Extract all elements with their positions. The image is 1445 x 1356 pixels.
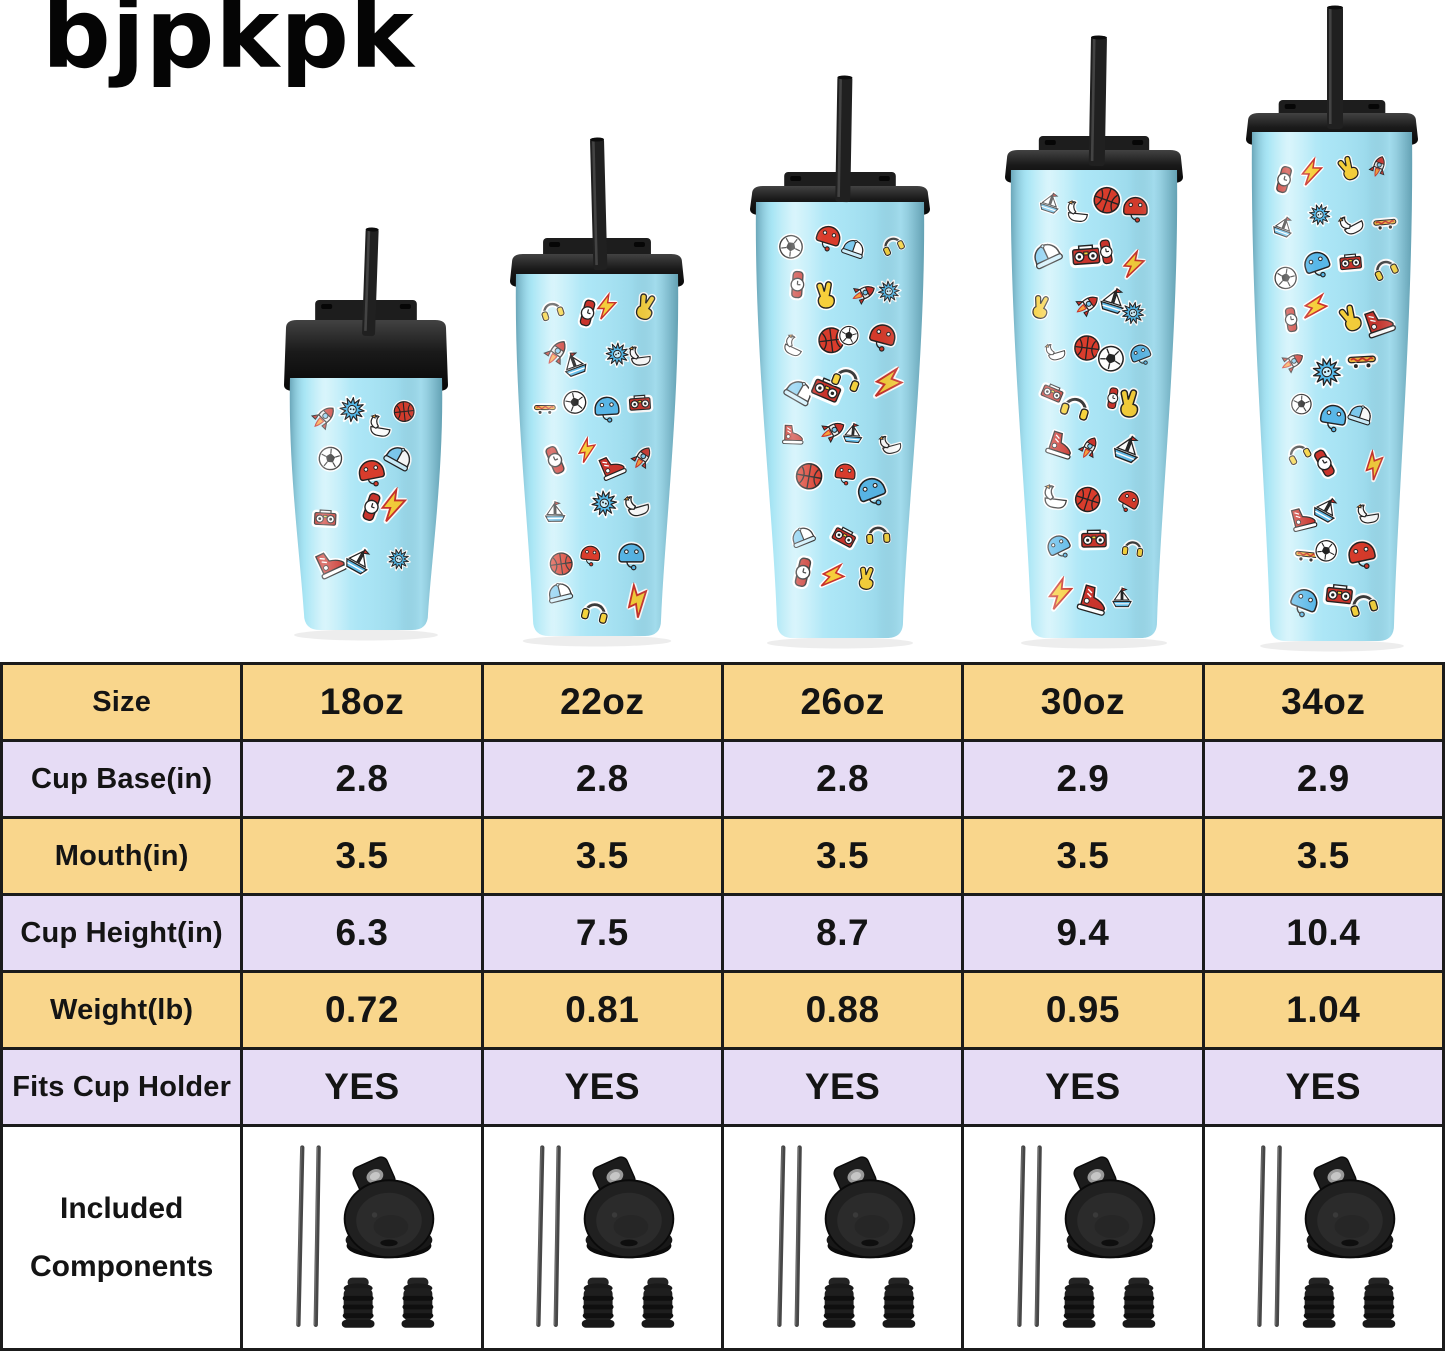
row-label-cup-height-in: Cup Height(in): [0, 893, 244, 973]
spec-value-cup-base-in-34oz: 2.9: [1201, 739, 1445, 819]
spec-value-mouth-in-18oz: 3.5: [240, 816, 484, 896]
spec-value-size-34oz: 34oz: [1201, 662, 1445, 742]
row-label-cup-base-in: Cup Base(in): [0, 739, 244, 819]
spec-value-fits-cup-holder-34oz: YES: [1201, 1047, 1445, 1127]
straw: [1088, 35, 1107, 167]
spec-value-fits-cup-holder-22oz: YES: [480, 1047, 724, 1127]
spec-value-weight-lb-26oz: 0.88: [720, 970, 965, 1050]
spec-value-weight-lb-18oz: 0.72: [240, 970, 484, 1050]
spec-value-cup-height-in-34oz: 10.4: [1201, 893, 1445, 973]
row-label-size: Size: [0, 662, 244, 742]
spec-table: Size 18oz 22oz 26oz 30oz 34oz Cup Base(in) 2.8 2…: [0, 662, 1445, 1351]
straw: [590, 137, 608, 271]
spec-value-fits-cup-holder-26oz: YES: [720, 1047, 965, 1127]
straw: [835, 75, 853, 203]
spec-value-cup-base-in-18oz: 2.8: [240, 739, 484, 819]
spec-value-size-18oz: 18oz: [240, 662, 484, 742]
spec-row-size: Size 18oz 22oz 26oz 30oz 34oz: [0, 662, 1445, 742]
spec-value-mouth-in-26oz: 3.5: [720, 816, 965, 896]
spec-row-mouth-in: Mouth(in) 3.5 3.5 3.5 3.5 3.5: [0, 816, 1445, 896]
spec-value-mouth-in-22oz: 3.5: [480, 816, 724, 896]
spec-value-mouth-in-30oz: 3.5: [961, 816, 1205, 896]
spec-value-cup-height-in-30oz: 9.4: [961, 893, 1205, 973]
spec-value-size-30oz: 30oz: [961, 662, 1205, 742]
spec-value-weight-lb-30oz: 0.95: [961, 970, 1205, 1050]
spec-value-cup-height-in-26oz: 8.7: [720, 893, 965, 973]
spec-row-weight-lb: Weight(lb) 0.72 0.81 0.88 0.95 1.04: [0, 970, 1445, 1050]
included-components-image: [967, 1134, 1199, 1346]
spec-value-cup-base-in-26oz: 2.8: [720, 739, 965, 819]
spec-value-cup-height-in-22oz: 7.5: [480, 893, 724, 973]
spec-value-mouth-in-34oz: 3.5: [1201, 816, 1445, 896]
straw: [362, 227, 379, 337]
spec-value-cup-base-in-30oz: 2.9: [961, 739, 1205, 819]
tumbler-18oz: [284, 227, 448, 641]
spec-value-size-26oz: 26oz: [720, 662, 965, 742]
spec-value-fits-cup-holder-30oz: YES: [961, 1047, 1205, 1127]
spec-value-fits-cup-holder-18oz: YES: [240, 1047, 484, 1127]
included-components-22oz: [480, 1124, 724, 1351]
row-label-included-components: Included Components: [0, 1124, 244, 1351]
spec-row-fits-cup-holder: Fits Cup Holder YES YES YES YES YES: [0, 1047, 1445, 1127]
row-label-weight-lb: Weight(lb): [0, 970, 244, 1050]
straw: [1327, 5, 1343, 129]
included-components-18oz: [240, 1124, 484, 1351]
tumbler-30oz: [1005, 35, 1183, 649]
included-components-image: [727, 1134, 959, 1346]
spec-value-cup-base-in-22oz: 2.8: [480, 739, 724, 819]
spec-value-size-22oz: 22oz: [480, 662, 724, 742]
spec-value-weight-lb-34oz: 1.04: [1201, 970, 1445, 1050]
included-components-image: [1207, 1134, 1439, 1346]
row-label-fits-cup-holder: Fits Cup Holder: [0, 1047, 244, 1127]
spec-row-included-components: Included Components: [0, 1124, 1445, 1351]
included-components-26oz: [720, 1124, 965, 1351]
spec-value-weight-lb-22oz: 0.81: [480, 970, 724, 1050]
row-label-mouth-in: Mouth(in): [0, 816, 244, 896]
spec-row-cup-height-in: Cup Height(in) 6.3 7.5 8.7 9.4 10.4: [0, 893, 1445, 973]
included-components-34oz: [1201, 1124, 1445, 1351]
included-components-image: [246, 1134, 478, 1346]
tumbler-26oz: [750, 75, 930, 649]
brand-logo: bjpkpk: [42, 0, 415, 90]
included-components-image: [486, 1134, 718, 1346]
spec-row-cup-base-in: Cup Base(in) 2.8 2.8 2.8 2.9 2.9: [0, 739, 1445, 819]
tumbler-lineup: [0, 0, 1445, 660]
tumbler-34oz: [1246, 5, 1418, 652]
included-components-30oz: [961, 1124, 1205, 1351]
spec-value-cup-height-in-18oz: 6.3: [240, 893, 484, 973]
tumbler-22oz: [510, 137, 684, 647]
